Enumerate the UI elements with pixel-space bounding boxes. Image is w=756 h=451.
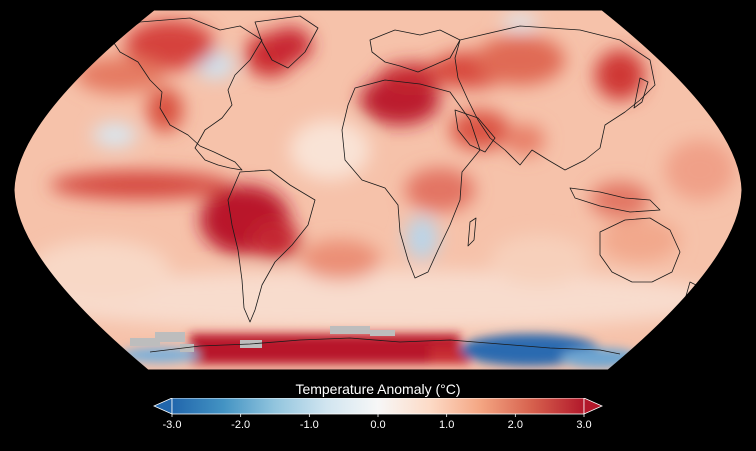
indian-ocean-light	[490, 235, 590, 285]
warm-greenland	[268, 27, 312, 63]
coast-europe	[369, 29, 461, 73]
coast-indonesia	[569, 187, 661, 213]
coastlines	[111, 15, 703, 355]
warm-brazil	[250, 220, 300, 260]
warm-india	[505, 124, 545, 156]
cool-east-pacific	[93, 123, 137, 147]
warm-north-africa	[360, 75, 440, 125]
warm-indonesia	[590, 182, 650, 218]
coast-antarctica	[149, 337, 621, 355]
antarctic-warm-region	[190, 334, 460, 364]
coast-japan	[633, 77, 649, 109]
south-pacific-light	[30, 240, 170, 300]
anomaly-field	[14, 10, 742, 370]
warm-west-pacific	[665, 140, 735, 200]
colorbar-tick-label: -1.0	[300, 419, 319, 431]
coast-australia	[599, 217, 681, 283]
legend-title: Temperature Anomaly (°C)	[295, 381, 461, 397]
coast-arabia	[454, 109, 496, 153]
antarctic-band	[120, 334, 640, 368]
coast-asia	[454, 25, 656, 171]
warm-central-africa	[405, 168, 475, 212]
cool-arctic-siberia	[502, 14, 538, 30]
colorbar-tick-label: -2.0	[231, 419, 250, 431]
antarctic-warm-region-east	[430, 346, 470, 364]
warm-south-atlantic	[300, 240, 380, 280]
mid-atlantic-light	[290, 120, 370, 180]
warm-siberia	[475, 35, 565, 85]
coast-north-america	[111, 17, 263, 171]
coast-greenland	[254, 15, 319, 69]
colorbar-tick-label: -3.0	[163, 419, 182, 431]
warm-west-us	[147, 88, 183, 132]
coast-madagascar	[467, 217, 477, 247]
colorbar-tick-label: 1.0	[439, 419, 454, 431]
colorbar-tick-label: 0.0	[370, 419, 385, 431]
colorbar-extend-low-arrow	[153, 398, 173, 415]
warm-pacific-band	[50, 171, 230, 199]
southern-ocean-light	[20, 270, 740, 330]
warm-arabia	[450, 110, 510, 150]
warm-east-asia	[595, 50, 645, 100]
temperature-anomaly-map	[13, 9, 743, 371]
colorbar: -3.0 -2.0 -1.0 0.0 1.0 2.0 3.0	[153, 398, 603, 431]
colorbar-tick-label: 2.0	[508, 419, 523, 431]
colorbar-ticks: -3.0 -2.0 -1.0 0.0 1.0 2.0 3.0	[163, 414, 592, 431]
colorbar-extend-high-arrow	[583, 398, 603, 415]
warm-north-america	[125, 20, 215, 70]
antarctic-cool-region-east	[560, 348, 640, 368]
colorbar-tick-label: 3.0	[576, 419, 591, 431]
warm-australia	[600, 218, 680, 262]
coast-africa	[341, 79, 481, 279]
coast-south-america	[227, 169, 316, 323]
cool-southern-africa	[406, 216, 438, 260]
colorbar-gradient-bar	[171, 398, 585, 415]
warm-north-pacific	[75, 57, 165, 93]
